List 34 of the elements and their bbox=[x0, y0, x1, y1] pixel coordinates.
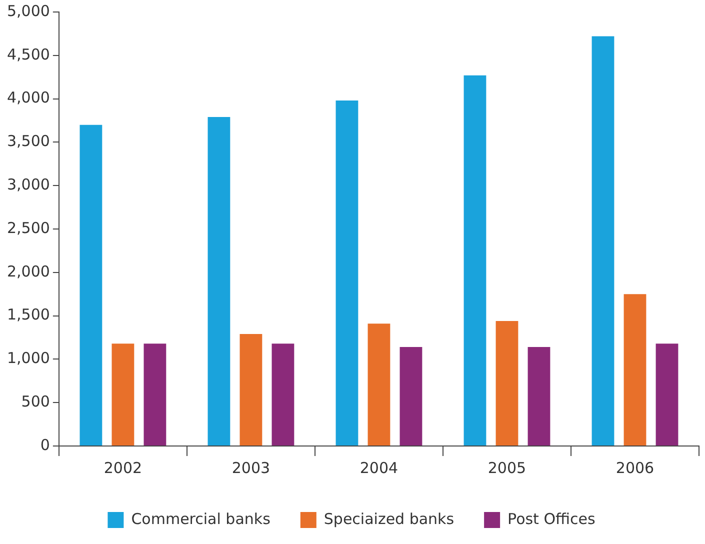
bar bbox=[464, 75, 486, 446]
y-tick-label: 5,000 bbox=[6, 2, 50, 20]
bar bbox=[240, 334, 262, 446]
y-tick-label: 2,500 bbox=[6, 218, 50, 237]
y-tick-label: 4,000 bbox=[6, 88, 50, 107]
bar bbox=[144, 344, 166, 446]
bar bbox=[592, 36, 614, 446]
x-tick-label: 2005 bbox=[488, 458, 526, 477]
y-tick-label: 4,500 bbox=[6, 45, 50, 64]
y-tick-label: 1,500 bbox=[6, 306, 50, 324]
bar bbox=[368, 324, 390, 446]
legend-label: Post Offices bbox=[508, 510, 596, 528]
y-tick-label: 3,000 bbox=[6, 175, 50, 194]
x-tick-label: 2003 bbox=[232, 458, 270, 477]
bar bbox=[272, 344, 294, 446]
y-tick-label: 500 bbox=[21, 392, 50, 410]
bar bbox=[208, 117, 230, 446]
y-tick-label: 3,500 bbox=[6, 132, 50, 150]
y-tick-label: 2,000 bbox=[6, 262, 50, 280]
bar bbox=[112, 344, 134, 446]
x-tick-label: 2002 bbox=[104, 458, 142, 477]
legend-label: Speciaized banks bbox=[324, 510, 454, 528]
bar bbox=[400, 347, 422, 446]
y-tick-label: 1,000 bbox=[6, 349, 50, 368]
bar bbox=[336, 100, 358, 446]
bar bbox=[656, 344, 678, 446]
bar bbox=[80, 124, 102, 446]
bar bbox=[624, 294, 646, 446]
y-tick-label: 0 bbox=[40, 436, 50, 454]
bar bbox=[496, 321, 518, 446]
legend-label: Commercial banks bbox=[131, 510, 271, 528]
bar bbox=[528, 347, 550, 446]
x-tick-label: 2004 bbox=[360, 458, 398, 477]
x-tick-label: 2006 bbox=[616, 458, 654, 477]
